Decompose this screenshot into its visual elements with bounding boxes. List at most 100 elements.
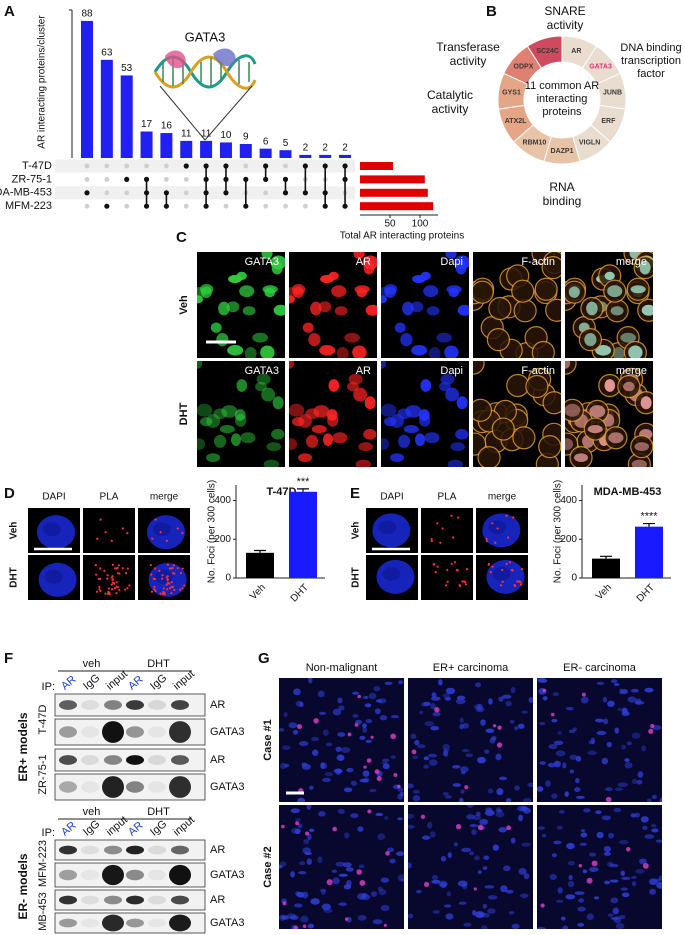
nucleus [635, 869, 645, 874]
cell-membrane [525, 374, 549, 399]
group-label: DNA binding transcription factor [620, 42, 682, 80]
pla-dot [456, 569, 459, 572]
pla-dot [110, 539, 113, 542]
micrograph [565, 361, 653, 467]
pla-dot [430, 540, 433, 543]
band [126, 726, 144, 738]
nucleus [431, 696, 441, 701]
value-label: 17 [141, 119, 153, 130]
nucleus [498, 827, 507, 833]
nucleus [289, 403, 305, 417]
stain-spot [506, 825, 511, 831]
nucleus [566, 842, 575, 850]
nucleus [446, 891, 451, 897]
nucleus [628, 345, 643, 358]
stain-spot [383, 923, 387, 927]
micrograph [421, 555, 473, 600]
nucleus [462, 722, 469, 729]
pla-dot [465, 568, 469, 571]
micrograph [138, 555, 190, 600]
cell-membrane [486, 328, 510, 352]
nucleus [332, 708, 342, 716]
channel-label: GATA3 [245, 256, 279, 268]
pla-dot [179, 588, 182, 591]
pla-dot [108, 593, 111, 596]
nucleus [511, 923, 520, 929]
band [169, 864, 191, 886]
nucleus [317, 856, 323, 864]
nucleus [312, 749, 319, 756]
channel-label: AR [356, 365, 371, 377]
bar [635, 526, 663, 578]
nucleus [328, 379, 340, 392]
x-tick-label: Veh [248, 582, 268, 602]
value-label: 11 [201, 129, 212, 140]
row-label: Case #2 [262, 846, 274, 888]
micrograph [138, 508, 190, 553]
nucleus [634, 700, 645, 705]
nucleus [482, 904, 488, 909]
pla-dot [518, 580, 521, 583]
nucleus [575, 777, 580, 784]
nucleus [641, 304, 653, 316]
cell-membrane [511, 279, 535, 303]
x-tick-label: 100 [412, 219, 429, 230]
pla-dot [485, 538, 488, 541]
nucleus-texture [154, 569, 173, 584]
pla-dot [516, 580, 519, 583]
nucleus [239, 285, 255, 298]
pla-dot [450, 514, 453, 517]
nucleus [420, 379, 432, 392]
nucleus [378, 889, 387, 896]
nucleus [548, 744, 558, 750]
pla-dot [441, 527, 444, 530]
nucleus [537, 826, 545, 830]
nucleus [446, 285, 462, 294]
panel-letter: E [350, 485, 360, 502]
pla-dot [171, 566, 174, 570]
nucleus [637, 771, 644, 778]
nucleus [377, 833, 385, 841]
cell-line-label: MB-453 [37, 892, 49, 931]
nucleus [646, 798, 652, 802]
channel-label: AR [356, 256, 371, 268]
nucleus [560, 916, 566, 921]
nucleus [364, 777, 370, 783]
total-bar [360, 162, 393, 170]
nucleus [390, 413, 404, 428]
x-tick-label: Veh [594, 582, 614, 602]
nucleus [602, 696, 608, 703]
pla-dot [95, 573, 98, 576]
nucleus [514, 785, 520, 791]
nucleus-texture [488, 520, 507, 535]
nucleus [279, 861, 287, 867]
nucleus [465, 753, 474, 758]
pla-dot [153, 577, 157, 581]
nucleus [608, 432, 624, 444]
nucleus [477, 870, 482, 874]
micrograph [473, 252, 561, 358]
nucleus [606, 741, 612, 748]
pla-dot [128, 584, 131, 587]
member-dot [342, 176, 348, 182]
pla-dot [430, 538, 433, 541]
nucleus [608, 832, 615, 839]
nucleus [631, 875, 637, 879]
stain-spot [359, 880, 366, 886]
nucleus [381, 438, 390, 450]
nucleus [457, 880, 468, 887]
nucleus [377, 886, 384, 892]
group-label: SNARE activity [544, 4, 586, 32]
nucleus [331, 869, 338, 873]
nucleus [319, 888, 327, 893]
pla-dot [176, 527, 179, 530]
nucleus [442, 792, 449, 796]
nucleus [496, 788, 504, 796]
nucleus [620, 332, 636, 343]
nucleus [381, 761, 388, 765]
nucleus [603, 718, 609, 725]
stain-spot [366, 758, 372, 763]
nucleus [290, 871, 295, 878]
nucleus [288, 722, 298, 729]
